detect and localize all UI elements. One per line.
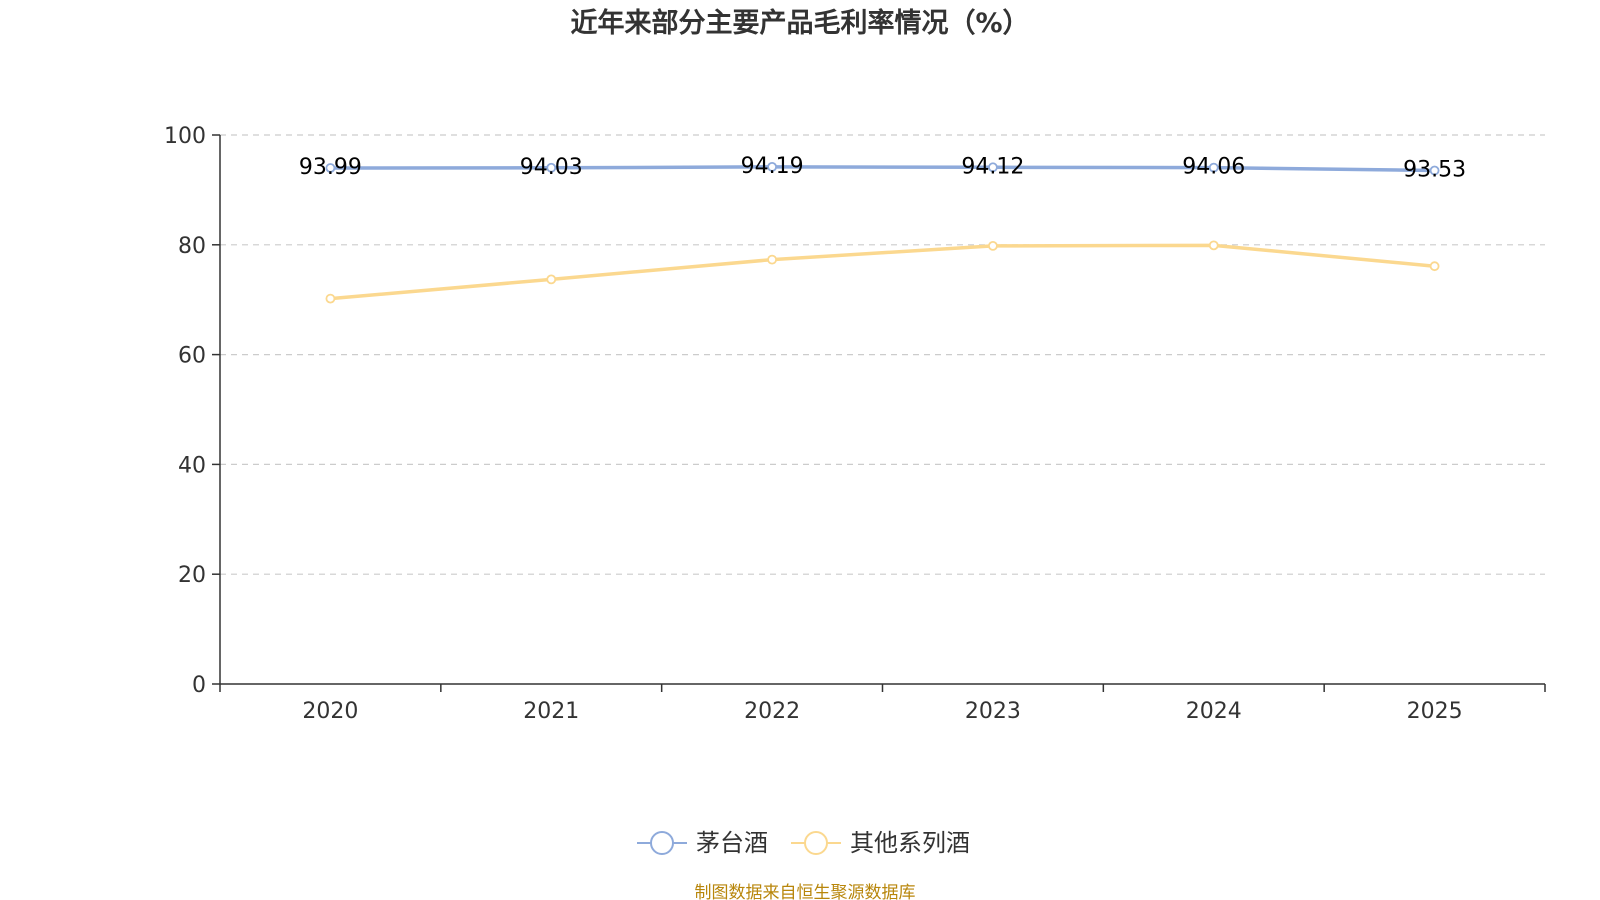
data-label: 94.19 <box>741 154 804 179</box>
legend-marker-circle <box>804 831 828 855</box>
source-note: 制图数据来自恒生聚源数据库 <box>695 883 916 900</box>
data-point[interactable] <box>988 162 998 173</box>
data-point[interactable] <box>325 293 336 304</box>
data-point[interactable] <box>1208 162 1219 173</box>
y-tick-label: 40 <box>178 453 206 478</box>
data-label: 93.53 <box>1403 158 1466 183</box>
x-tick-label: 2024 <box>1186 699 1242 724</box>
x-tick-label: 2022 <box>744 699 800 724</box>
x-tick-label: 2020 <box>302 699 358 724</box>
data-point[interactable] <box>988 240 998 251</box>
x-tick-label: 2025 <box>1407 699 1463 724</box>
x-tick-label: 2021 <box>523 699 579 724</box>
x-tick-label: 2023 <box>965 699 1021 724</box>
y-tick-label: 0 <box>192 673 206 698</box>
data-point[interactable] <box>1208 240 1219 251</box>
data-point[interactable] <box>325 163 336 173</box>
series-lines <box>325 161 1440 304</box>
series-line <box>328 243 1437 301</box>
legend-label-maotai: 茅台酒 <box>696 829 768 857</box>
data-label: 93.99 <box>299 155 362 180</box>
data-label: 94.03 <box>520 155 583 180</box>
data-labels: 93.99 94.03 94.19 94.12 94.06 93.53 <box>299 154 1466 183</box>
grid-lines <box>220 134 1545 575</box>
data-point[interactable] <box>1429 261 1440 272</box>
legend-marker-circle <box>650 831 674 855</box>
legend: 茅台酒 其他系列酒 <box>637 829 970 857</box>
data-label: 94.06 <box>1182 155 1245 180</box>
data-point[interactable] <box>1429 165 1440 176</box>
y-tick-label: 60 <box>178 344 206 369</box>
legend-item-maotai[interactable]: 茅台酒 <box>637 829 768 857</box>
data-point[interactable] <box>767 161 777 172</box>
series-line <box>328 165 1437 173</box>
data-point[interactable] <box>546 274 557 285</box>
y-tick-label: 100 <box>164 124 206 149</box>
y-tick-label: 80 <box>178 234 206 259</box>
chart-title: 近年来部分主要产品毛利率情况（%） <box>570 7 1029 39</box>
data-label: 94.12 <box>961 154 1024 179</box>
y-tick-label: 20 <box>178 563 206 588</box>
legend-item-other-series[interactable]: 其他系列酒 <box>791 829 970 857</box>
data-point[interactable] <box>546 162 557 173</box>
axes: 0 20 40 60 80 100 2020 2021 2022 2023 2024 2025 <box>164 124 1546 724</box>
data-point[interactable] <box>767 254 777 265</box>
legend-label-other-series: 其他系列酒 <box>850 829 970 857</box>
